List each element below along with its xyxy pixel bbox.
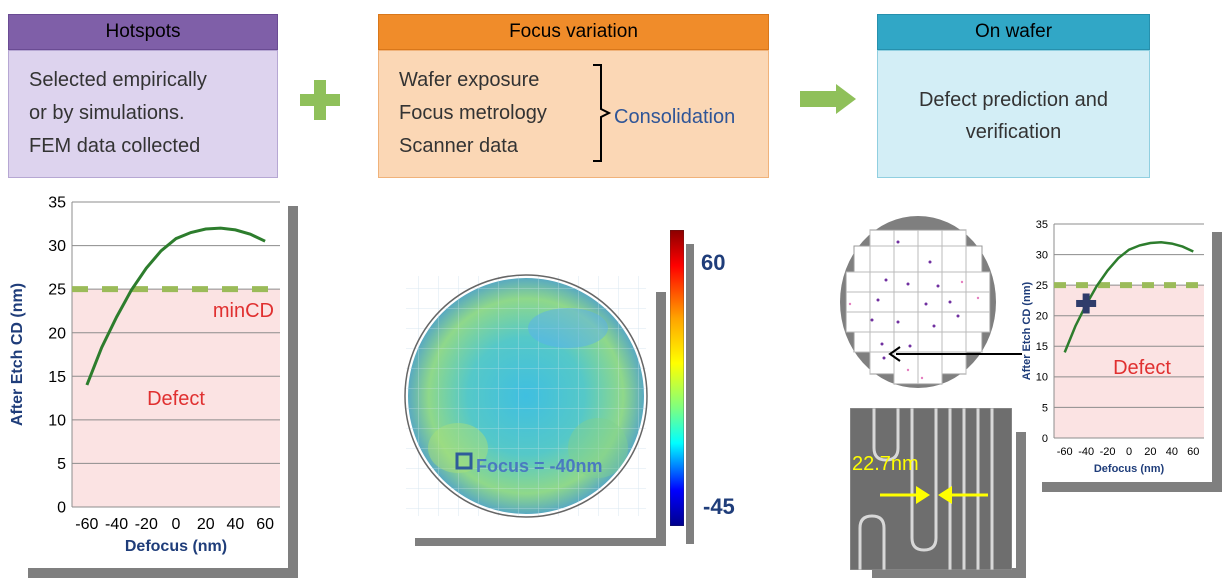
chart2-defect-region [1054,285,1204,438]
measurement-label: 22.7nm [852,453,919,475]
chart2-marker [1076,293,1097,314]
pointer-arrow-icon [888,346,1022,362]
chart1-ytick-4: 20 [48,325,66,342]
chart2-region-label: Defect [1113,357,1171,379]
colorbar-max-label: 60 [701,250,726,275]
wafer-shadow-right [656,292,666,545]
chart1-ytick-7: 35 [48,195,66,212]
wafer-header: On wafer [877,14,1150,50]
focus-header: Focus variation [378,14,769,50]
chart2-xtick-2: -20 [1100,446,1116,458]
chart1-ytick-2: 10 [48,412,66,429]
chart2-ytick-7: 35 [1036,219,1048,231]
hotspots-body: Selected empirically or by simulations. … [8,50,278,178]
chart2-xtick-4: 20 [1144,446,1156,458]
chart2-xtick-6: 60 [1187,446,1199,458]
wafer-body: Defect prediction and verification [877,50,1150,178]
chart2-ytick-6: 30 [1036,249,1048,261]
chart2-shadow-right [1212,232,1222,492]
chart1-xtick-2: -20 [135,516,158,533]
plus-icon [300,80,340,120]
focus-body: Wafer exposure Focus metrology Scanner d… [378,50,769,178]
focus-line-3: Scanner data [399,135,518,157]
measurement-arrows-icon [880,486,988,504]
chart1-ytick-3: 15 [48,369,66,386]
chart1-region-label: Defect [147,388,205,410]
sem-image [850,408,1012,570]
focus-line-1: Wafer exposure [399,69,540,91]
chart2-ytick-3: 15 [1036,341,1048,353]
chart1-xtick-4: 20 [197,516,215,533]
chart2-ytick-1: 5 [1042,402,1048,414]
chart2-ytick-2: 10 [1036,372,1048,384]
chart2-shadow-bottom [1042,482,1222,492]
wafer-focus-map [404,274,648,518]
colorbar-shadow [686,244,694,544]
right-arrow-icon [800,84,858,114]
chart1-defect-region [72,289,280,507]
colorbar-min-label: -45 [703,494,735,519]
hotspots-line-3: FEM data collected [29,135,201,157]
chart2-ylabel: After Etch CD (nm) [1021,281,1033,380]
die-map [840,216,996,388]
brace-icon [593,64,612,162]
wafer-shadow-bottom [415,538,666,546]
chart2-marker-v [1082,293,1090,314]
chart1-shadow-right [288,206,298,578]
chart2-ytick-5: 25 [1036,280,1048,292]
chart2-xtick-0: -60 [1057,446,1073,458]
chart1-xlabel: Defocus (nm) [125,538,227,555]
chart2-xlabel: Defocus (nm) [1094,463,1165,475]
chart1-ytick-1: 5 [57,456,66,473]
chart1-ytick-0: 0 [57,500,66,517]
chart2-xtick-5: 40 [1166,446,1178,458]
consolidation-label: Consolidation [614,106,736,128]
sem-shadow-right [1016,432,1026,578]
hotspots-line-2: or by simulations. [29,102,185,124]
chart1-shadow-bottom [28,568,298,578]
chart1-ytick-5: 25 [48,282,66,299]
chart2-xtick-3: 0 [1126,446,1132,458]
colorbar [670,230,684,526]
chart1-ylabel: After Etch CD (nm) [9,283,26,426]
chart2-ytick-4: 20 [1036,311,1048,323]
chart1-xtick-6: 60 [256,516,274,533]
chart1-xtick-3: 0 [172,516,181,533]
chart-left: 0 5 10 15 20 25 30 35 -60 -40 -20 0 20 40 60 Defocus (n… [9,195,280,555]
focus-annotation: Focus = -40nm [476,456,603,476]
hotspots-header: Hotspots [8,14,278,50]
chart-right: 0 5 10 15 20 25 30 35 -60 -40 -20 0 20 40 60 Defocus (n… [1021,219,1204,475]
chart1-xtick-5: 40 [227,516,245,533]
chart2-xtick-1: -40 [1078,446,1094,458]
wafer-line-2: verification [965,121,1062,143]
chart2-ytick-0: 0 [1042,433,1048,445]
focus-line-2: Focus metrology [399,102,547,124]
chart1-xtick-1: -40 [105,516,128,533]
wafer-line-1: Defect prediction and [918,89,1108,111]
chart1-threshold-label: minCD [213,300,274,322]
chart1-xtick-0: -60 [75,516,98,533]
chart1-ytick-6: 30 [48,238,66,255]
hotspots-line-1: Selected empirically [29,69,207,91]
sem-shadow-bottom [872,568,1026,578]
